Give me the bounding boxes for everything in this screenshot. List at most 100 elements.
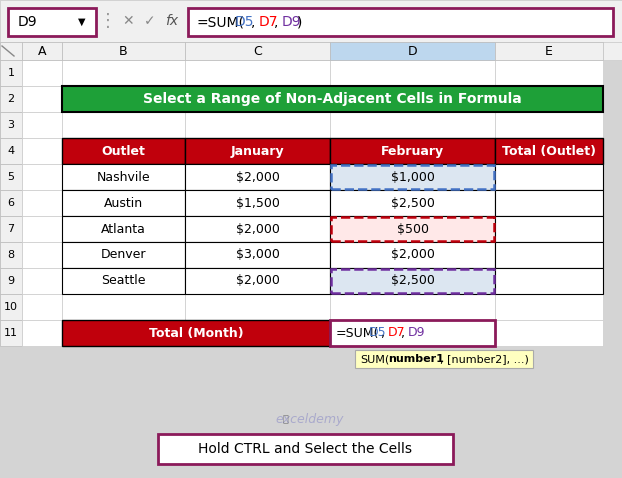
Bar (330, 138, 495, 164)
Bar (330, 242, 495, 268)
Text: C: C (253, 44, 262, 57)
Bar (22, 86, 62, 112)
Text: ,: , (401, 326, 405, 339)
Bar (0, 320, 22, 346)
Text: E: E (545, 44, 553, 57)
Bar (0, 164, 22, 190)
Bar (330, 164, 495, 190)
Text: D9: D9 (282, 15, 302, 29)
Bar (330, 164, 495, 190)
Bar (495, 42, 603, 60)
Text: 2: 2 (7, 94, 14, 104)
Bar (62, 164, 185, 190)
Text: $2,500: $2,500 (391, 274, 434, 287)
Bar (185, 164, 330, 190)
Text: Select a Range of Non-Adjacent Cells in Formula: Select a Range of Non-Adjacent Cells in … (143, 92, 522, 106)
Bar (0, 138, 22, 164)
Bar (22, 242, 62, 268)
Bar (185, 190, 330, 216)
Bar (62, 320, 330, 346)
Text: ,: , (381, 326, 386, 339)
Bar (330, 216, 495, 242)
Bar (495, 190, 603, 216)
Bar (0, 86, 22, 112)
Bar (62, 42, 185, 60)
Bar (185, 138, 330, 164)
Text: 3: 3 (7, 120, 14, 130)
Bar (62, 268, 185, 294)
Text: $2,000: $2,000 (391, 249, 434, 261)
Bar (62, 216, 185, 242)
Text: D9: D9 (18, 15, 37, 29)
Bar (22, 268, 62, 294)
Text: A: A (38, 44, 46, 57)
Bar (495, 242, 603, 268)
Bar (158, 434, 453, 464)
Bar (22, 60, 62, 86)
Bar (22, 112, 62, 138)
Text: 9: 9 (7, 276, 14, 286)
Bar (330, 320, 495, 346)
Bar (330, 320, 495, 346)
Bar (22, 320, 62, 346)
Bar (0, 216, 22, 242)
Bar (62, 190, 185, 216)
Text: 5: 5 (7, 172, 14, 182)
Text: fx: fx (165, 14, 179, 28)
Text: D9: D9 (407, 326, 425, 339)
Bar (0, 0, 622, 42)
Bar (62, 294, 185, 320)
Text: =SUM(: =SUM( (196, 15, 244, 29)
Text: 6: 6 (7, 198, 14, 208)
Bar (22, 216, 62, 242)
Bar (495, 320, 603, 346)
Bar (330, 112, 495, 138)
Bar (495, 190, 603, 216)
Bar (330, 60, 495, 86)
Bar (330, 294, 495, 320)
Bar (22, 138, 62, 164)
Text: Total (Outlet): Total (Outlet) (502, 144, 596, 157)
Bar (0, 190, 22, 216)
Bar (495, 294, 603, 320)
Text: $2,500: $2,500 (391, 196, 434, 209)
Bar (185, 138, 330, 164)
Text: ⋮: ⋮ (99, 12, 117, 30)
Bar (495, 242, 603, 268)
Bar (495, 164, 603, 190)
Bar (495, 268, 603, 294)
Text: exceldemy: exceldemy (276, 413, 344, 426)
Text: =SUM(: =SUM( (336, 326, 379, 339)
Text: Total (Month): Total (Month) (149, 326, 243, 339)
Bar (185, 42, 330, 60)
Text: Atlanta: Atlanta (101, 222, 146, 236)
Text: Denver: Denver (101, 249, 146, 261)
Bar (495, 138, 603, 164)
Bar (188, 8, 613, 36)
Bar (495, 112, 603, 138)
Bar (495, 60, 603, 86)
Text: 10: 10 (4, 302, 18, 312)
Bar (62, 242, 185, 268)
Text: $2,000: $2,000 (236, 222, 279, 236)
Bar (0, 60, 22, 86)
Text: 11: 11 (4, 328, 18, 338)
Text: $2,000: $2,000 (236, 171, 279, 184)
Bar (185, 268, 330, 294)
Text: ,: , (251, 15, 255, 29)
Bar (62, 320, 185, 346)
Text: ): ) (297, 15, 303, 29)
Bar (495, 268, 603, 294)
Bar (8, 8, 96, 36)
Text: SUM(: SUM( (360, 354, 389, 364)
Text: D: D (407, 44, 417, 57)
Bar (185, 216, 330, 242)
Bar (62, 138, 185, 164)
Bar (330, 268, 495, 294)
Bar (62, 216, 185, 242)
Bar (185, 164, 330, 190)
Text: ,: , (274, 15, 279, 29)
Text: D5: D5 (235, 15, 254, 29)
Bar (185, 86, 330, 112)
Bar (330, 86, 495, 112)
